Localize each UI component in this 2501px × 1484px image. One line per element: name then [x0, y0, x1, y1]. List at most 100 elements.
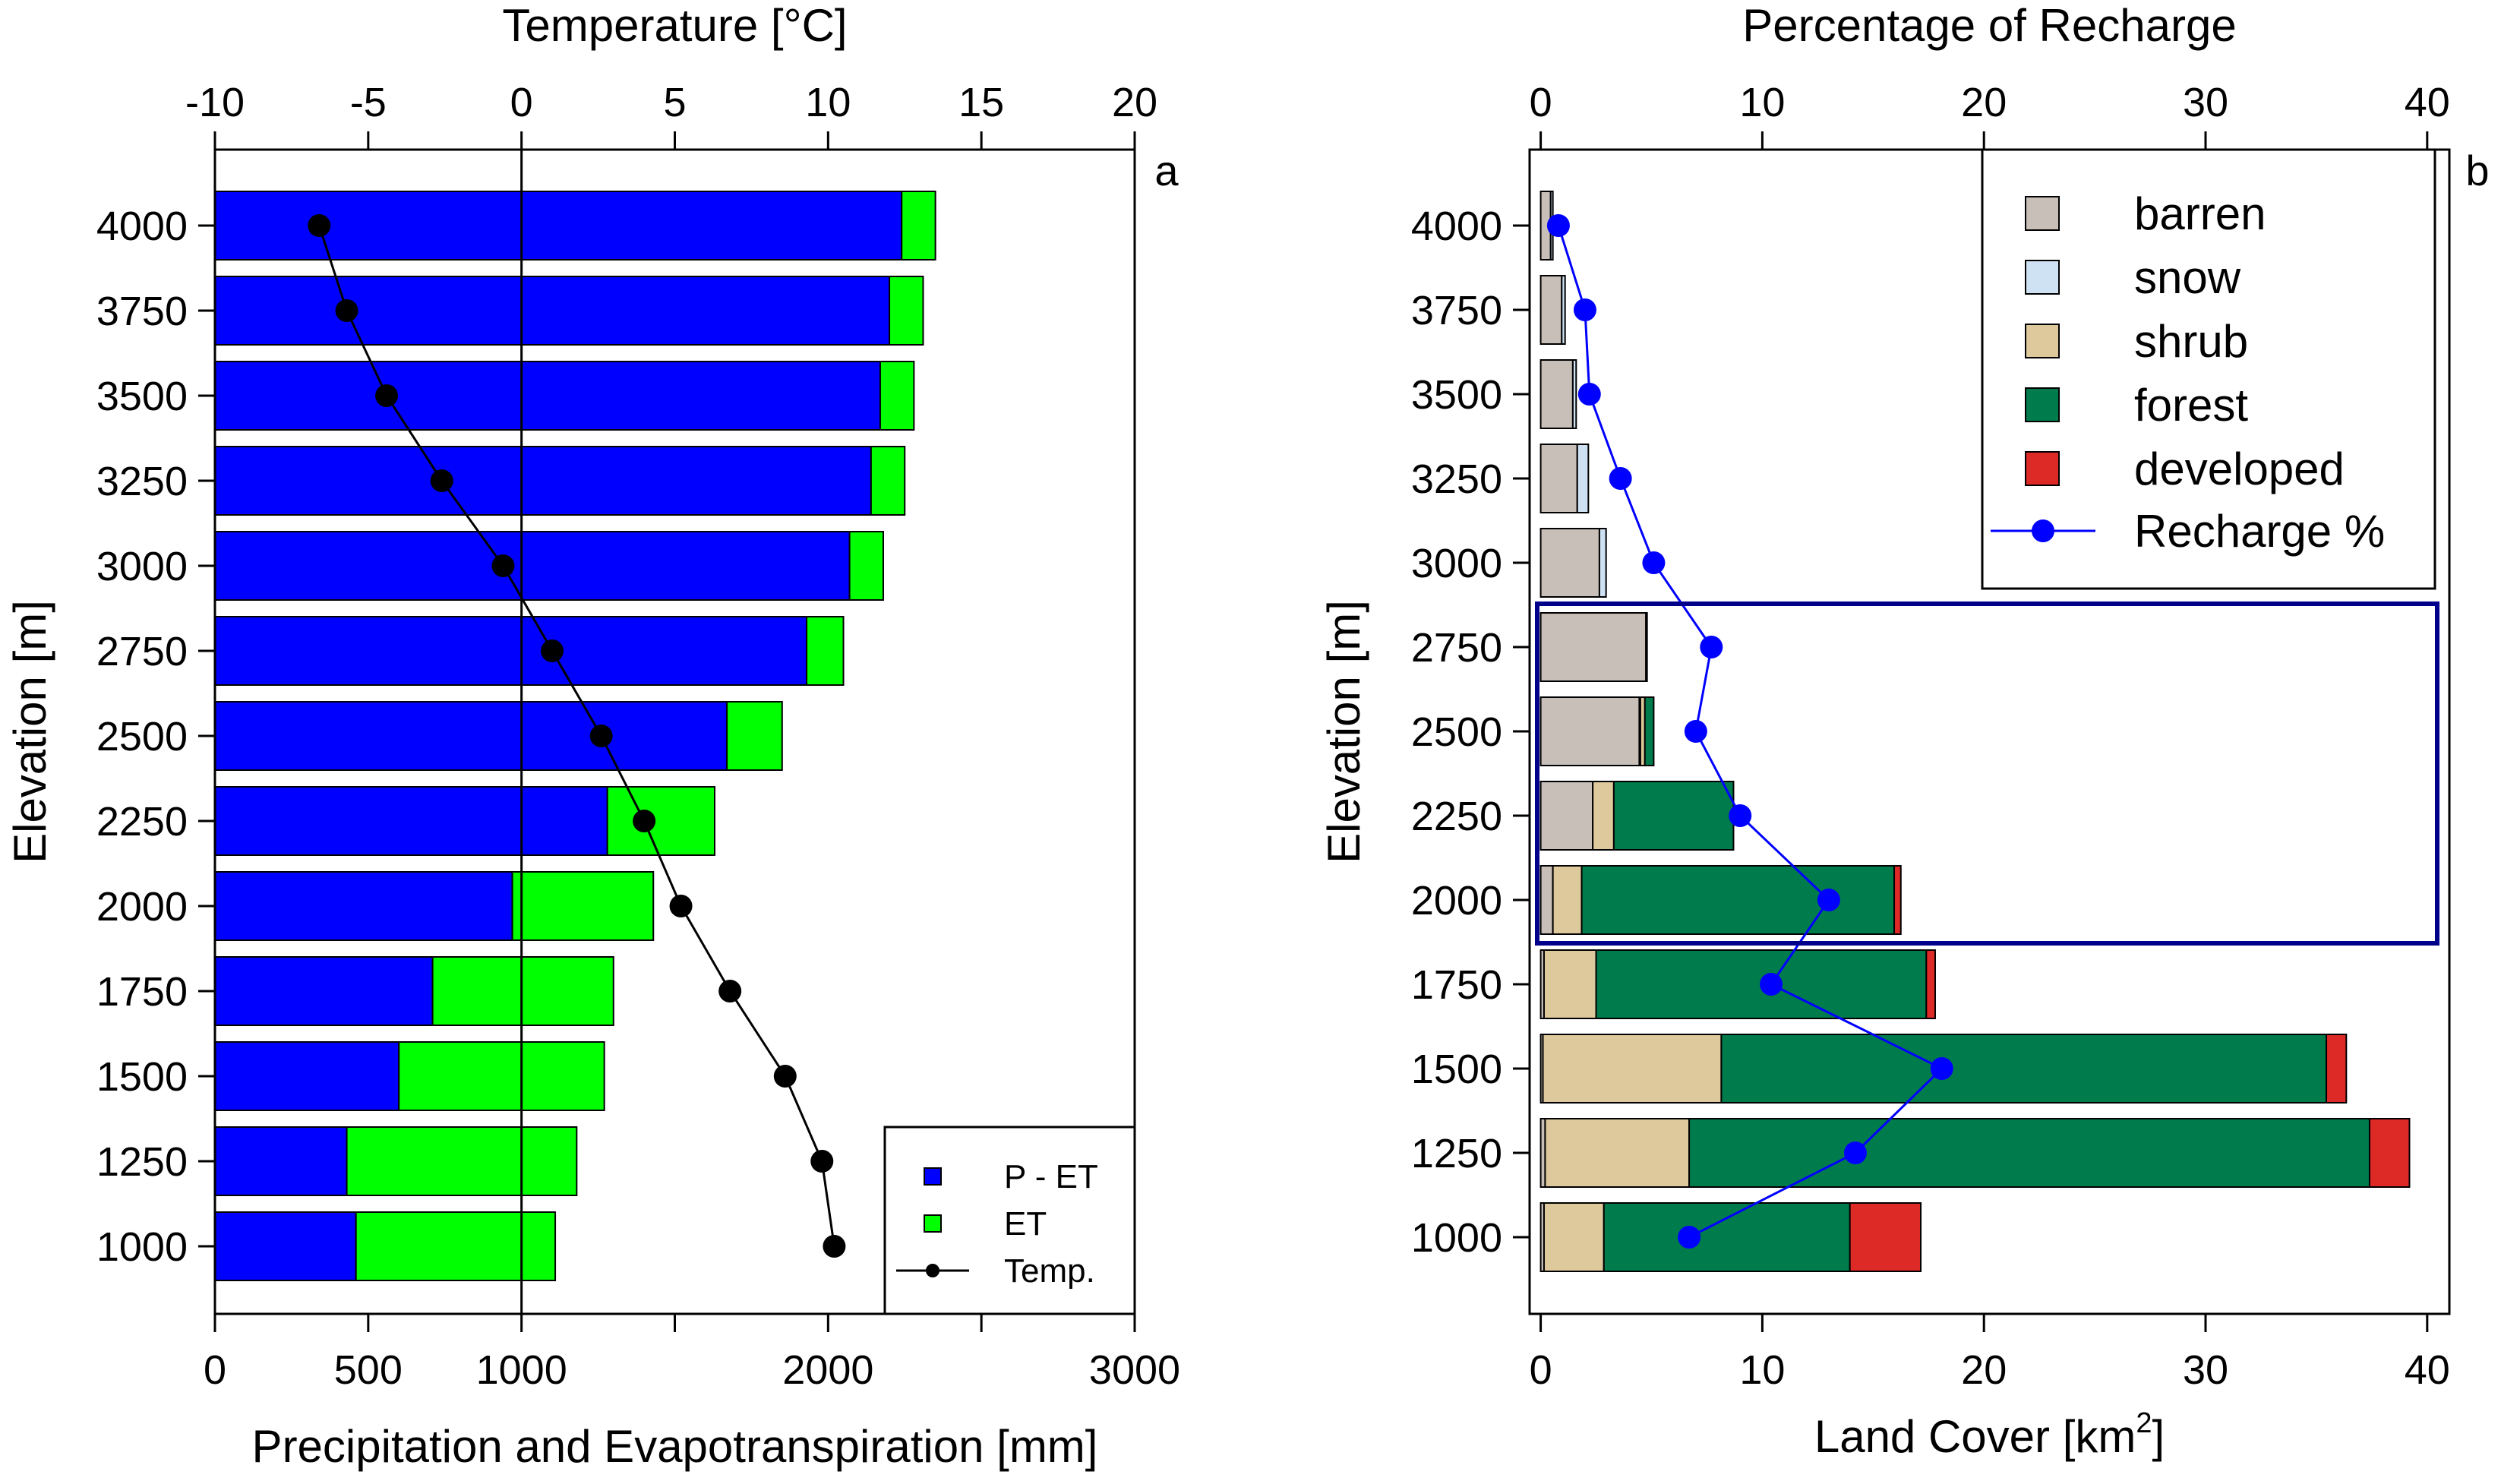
panel-a-y-axis: 4000 3750 3500 3250 3000 2750 2500 2250 2000 1750…	[96, 204, 215, 1270]
panel-b-bar-forest-2000	[1580, 865, 1896, 935]
panel-b-x-axis-title-superscript: 2	[2136, 1407, 2152, 1439]
panel-b-top-axis-title: Percentage of Recharge	[1742, 0, 2236, 51]
panel-a-bar-pet-3000	[214, 531, 851, 601]
panel-b-y-tick-label-3500: 3500	[1411, 372, 1502, 418]
panel-a-bar-pet-1250	[214, 1126, 348, 1196]
panel-a-bars	[214, 191, 936, 1281]
panel-b-bar-barren-3000	[1539, 528, 1600, 598]
panel-b-bar-snow-3000	[1598, 528, 1607, 598]
panel-a-y-axis-title: Elevation [m]	[5, 600, 55, 864]
panel-b-bottom-tick-label-40: 40	[2405, 1347, 2450, 1393]
panel-b-y-axis: 4000 3750 3500 3250 3000 2750 2500 2250 2000 1750…	[1411, 204, 1530, 1261]
panel-b-bar-snow-3500	[1571, 359, 1577, 429]
panel-b-legend-label-recharge: Recharge %	[2134, 506, 2385, 557]
panel-b-y-tick-label-1750: 1750	[1411, 962, 1502, 1008]
panel-a-bottom-tick-label-3000: 3000	[1089, 1347, 1180, 1393]
panel-b-bar-barren-2250	[1539, 781, 1594, 851]
panel-a-bar-et-1000	[355, 1211, 557, 1281]
panel-a-y-tick-label-1750: 1750	[96, 969, 188, 1015]
panel-a-temperature-point-2000	[669, 895, 693, 917]
panel-b-bottom-tick-label-0: 0	[1530, 1347, 1552, 1393]
panel-b-legend-swatch-snow	[2025, 260, 2060, 295]
panel-a-y-tick-label-4000: 4000	[96, 204, 188, 249]
panel-b-bar-developed-1250	[2368, 1118, 2411, 1188]
panel-a-y-tick-label-3000: 3000	[96, 544, 188, 589]
panel-b-top-tick-label-0: 0	[1530, 80, 1552, 125]
panel-a-bottom-tick-label-0: 0	[204, 1347, 226, 1393]
panel-b-recharge-point-2750	[1700, 636, 1723, 658]
panel-a-y-tick-label-1500: 1500	[96, 1054, 188, 1100]
panel-a-bar-et-2250	[606, 786, 715, 856]
panel-a-bar-pet-2250	[214, 786, 608, 856]
panel-a-bar-pet-3250	[214, 446, 872, 516]
panel-b-y-tick-label-4000: 4000	[1411, 204, 1502, 249]
panel-a-y-tick-label-2000: 2000	[96, 884, 188, 930]
panel-b-legend-swatch-forest	[2025, 387, 2060, 422]
panel-a-bar-et-3000	[848, 531, 884, 601]
panel-b-recharge-point-3000	[1642, 551, 1666, 574]
panel-a-x-axis-title: Precipitation and Evapotranspiration [mm…	[252, 1421, 1098, 1472]
panel-b-legend-label-shrub: shrub	[2134, 316, 2248, 367]
panel-a-bar-et-3500	[879, 361, 915, 431]
panel-b-recharge-point-2250	[1729, 804, 1752, 827]
panel-a-legend-label-temp: Temp.	[1004, 1252, 1095, 1290]
panel-b-y-tick-label-2250: 2250	[1411, 794, 1502, 839]
panel-b-legend-label-forest: forest	[2134, 380, 2248, 431]
panel-a-top-tick-label-0: 0	[510, 80, 533, 125]
panel-a-top-tick-label-20: 20	[1112, 80, 1157, 125]
panel-b-y-tick-label-1500: 1500	[1411, 1047, 1502, 1092]
panel-b-letter: b	[2465, 147, 2489, 194]
panel-b-legend-label-developed: developed	[2134, 444, 2345, 494]
panel-b-legend-swatch-developed	[2025, 451, 2060, 486]
panel-b-recharge-point-3750	[1573, 298, 1596, 321]
panel-b-x-axis-title: Land Cover [km2]	[1814, 1407, 2165, 1462]
panel-b-y-tick-label-2750: 2750	[1411, 625, 1502, 671]
panel-a-legend-swatch-p-et	[924, 1167, 942, 1186]
panel-b-recharge-point-2500	[1684, 720, 1707, 743]
panel-a-top-tick-label--10: -10	[185, 80, 245, 125]
panel-b-y-tick-label-1250: 1250	[1411, 1131, 1502, 1176]
panel-b-bar-barren-3500	[1539, 359, 1574, 429]
panel-a-temperature-point-1000	[823, 1235, 846, 1258]
panel-b-y-tick-label-2500: 2500	[1411, 709, 1502, 755]
panel-b-bar-forest-1250	[1688, 1118, 2370, 1188]
panel-b-bottom-tick-label-30: 30	[2183, 1347, 2228, 1393]
panel-a-bottom-tick-label-500: 500	[334, 1347, 403, 1393]
panel-a-bar-pet-3750	[214, 276, 891, 346]
panel-a-bar-et-2500	[726, 701, 783, 771]
panel-b-top-tick-label-20: 20	[1961, 80, 2007, 125]
panel-a-bar-pet-1750	[214, 956, 434, 1026]
panel-a-bar-pet-1500	[214, 1041, 400, 1111]
panel-a-legend-swatch-et	[924, 1214, 942, 1233]
panel-a-temperature-point-3000	[491, 554, 515, 577]
panel-a-bottom-tick-label-2000: 2000	[782, 1347, 873, 1393]
panel-a-y-tick-label-2750: 2750	[96, 629, 188, 674]
panel-b-top-tick-label-30: 30	[2183, 80, 2228, 125]
panel-a-bar-et-3750	[889, 276, 924, 346]
panel-b-recharge-point-3250	[1609, 467, 1632, 490]
panel-b-recharge-point-1000	[1678, 1226, 1701, 1249]
panel-b-legend-label-barren: barren	[2134, 188, 2266, 239]
panel-a-temperature-point-3250	[430, 469, 453, 492]
panel-b-recharge-point-1500	[1930, 1057, 1953, 1080]
panel-b-x-axis-title-end: ]	[2152, 1411, 2165, 1462]
panel-b-bar-forest-2250	[1612, 781, 1735, 851]
panel-a-top-axis-title: Temperature [°C]	[502, 0, 847, 51]
panel-a-bar-et-3250	[870, 446, 906, 516]
panel-b-bar-barren-2500	[1539, 696, 1640, 766]
panel-b-bar-shrub-2000	[1552, 865, 1583, 935]
panel-a-precipitation-et-temperature: 0 500 1000 2000 3000 -10 -5 0 5 10 15 20 4000 3750 3…	[5, 0, 1180, 1472]
panel-a-top-tick-label-5: 5	[663, 80, 686, 125]
panel-a-y-tick-label-2500: 2500	[96, 714, 188, 759]
panel-a-legend-label-et: ET	[1004, 1205, 1047, 1242]
panel-a-temperature-point-2250	[633, 810, 656, 832]
panel-a-top-tick-label-10: 10	[805, 80, 851, 125]
panel-a-legend-marker-temp	[926, 1264, 939, 1277]
panel-b-bar-developed-1750	[1925, 949, 1937, 1019]
panel-b-bar-barren-2000	[1539, 865, 1554, 935]
panel-a-bottom-tick-label-1000: 1000	[476, 1347, 567, 1393]
panel-b-bar-barren-2750	[1539, 612, 1647, 682]
panel-a-y-tick-label-1000: 1000	[96, 1224, 188, 1270]
panel-b-legend-marker-recharge	[2032, 519, 2054, 542]
